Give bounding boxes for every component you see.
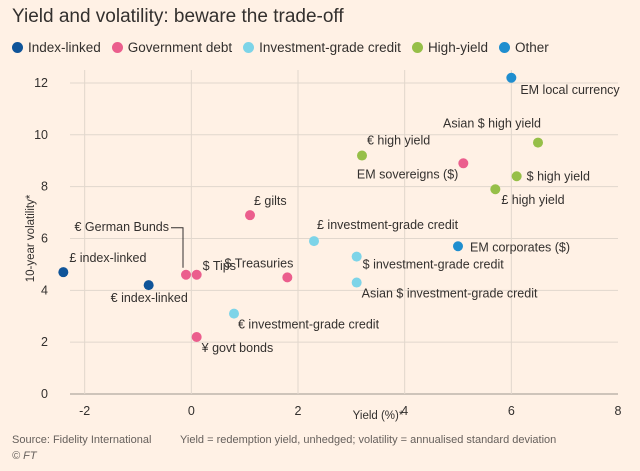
x-tick-label: 2 (295, 404, 302, 418)
legend-marker (243, 42, 255, 53)
legend-marker (498, 42, 510, 53)
data-point (506, 72, 517, 83)
data-label: Asian $ high yield (443, 117, 541, 131)
data-label: € investment-grade credit (238, 318, 380, 332)
legend-label: Other (514, 40, 549, 55)
y-tick-label: 6 (41, 231, 48, 245)
data-label: $ investment-grade credit (363, 258, 505, 272)
data-label: Asian $ investment-grade credit (362, 287, 538, 301)
data-label: $ high yield (527, 169, 590, 183)
data-point (191, 269, 202, 280)
data-point (351, 277, 362, 288)
data-label: € high yield (367, 134, 430, 148)
data-label: $ Tips (203, 259, 236, 273)
legend-label: Government debt (127, 40, 233, 55)
data-label: EM corporates ($) (470, 240, 570, 254)
data-point (229, 308, 239, 319)
data-label: € index-linked (111, 291, 188, 305)
y-tick-label: 12 (34, 76, 48, 90)
definition-note: Yield = redemption yield, unhedged; vola… (180, 434, 557, 446)
legend-item: Index-linked (12, 40, 101, 55)
x-tick-label: 0 (188, 404, 195, 418)
legend-label: Index-linked (28, 40, 101, 55)
data-point (282, 272, 293, 283)
x-axis-label: Yield (%)* (353, 410, 404, 422)
y-axis-label: 10-year volatility* (25, 194, 37, 282)
legend-item: High-yield (411, 40, 488, 55)
data-label: EM local currency (520, 83, 620, 97)
legend-marker (411, 42, 423, 53)
y-tick-label: 0 (41, 387, 48, 401)
data-point (533, 137, 543, 148)
y-tick-label: 10 (34, 128, 48, 142)
data-point (490, 184, 501, 195)
data-point (143, 280, 154, 291)
legend: Index-linked Government debt Investment-gr… (12, 40, 560, 56)
legend-marker (111, 42, 123, 53)
legend-label: High-yield (427, 40, 488, 55)
data-label: € German Bunds (75, 220, 170, 234)
x-tick-label: 8 (615, 404, 622, 418)
data-label: EM sovereigns ($) (357, 167, 458, 181)
x-tick-label: 6 (508, 404, 515, 418)
data-label: £ gilts (254, 194, 287, 208)
data-point (181, 269, 191, 280)
leader-line (171, 227, 184, 268)
ft-credit: © FT (12, 450, 37, 462)
data-point (351, 251, 362, 262)
y-tick-label: 2 (41, 335, 48, 349)
y-tick-label: 4 (41, 283, 48, 297)
data-point (309, 236, 319, 247)
data-point (458, 158, 469, 169)
data-point (58, 267, 69, 278)
legend-marker (12, 42, 23, 53)
data-point (357, 150, 367, 161)
data-label: £ index-linked (69, 251, 146, 265)
data-label: £ investment-grade credit (317, 218, 459, 232)
legend-item: Government debt (111, 40, 233, 55)
y-tick-label: 8 (41, 180, 48, 194)
legend-item: Investment-grade credit (243, 40, 401, 55)
source-note: Source: Fidelity International (12, 434, 152, 446)
data-label: £ high yield (501, 193, 564, 207)
legend-item: Other (498, 40, 549, 55)
data-point (511, 171, 522, 182)
data-point (453, 241, 463, 252)
data-point (191, 331, 202, 342)
data-label: $ Treasuries (225, 256, 294, 270)
x-tick-label: -2 (79, 404, 90, 418)
chart-title: Yield and volatility: beware the trade-o… (12, 6, 344, 27)
legend-label: Investment-grade credit (259, 40, 401, 55)
data-label: ¥ govt bonds (201, 341, 274, 355)
x-tick-label: 4 (401, 404, 408, 418)
data-point (245, 210, 255, 221)
